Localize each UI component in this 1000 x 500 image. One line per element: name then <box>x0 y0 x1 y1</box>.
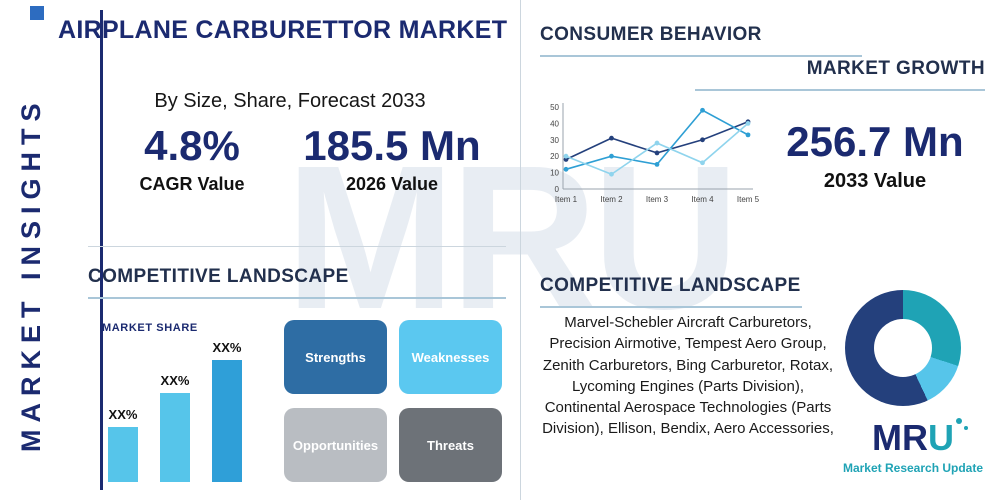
bar <box>160 393 190 482</box>
swot-box-opportunities: Opportunities <box>284 408 387 482</box>
series-mid-blue-marker <box>700 107 705 113</box>
bar <box>212 360 242 482</box>
series-light-cyan-marker <box>700 160 705 166</box>
donut-hole <box>874 319 932 377</box>
companies-list: Marvel-Schebler Aircraft Carburetors, Pr… <box>542 314 834 438</box>
swot-box-threats: Threats <box>399 408 502 482</box>
y-tick-label: 20 <box>550 152 559 161</box>
logo-subtext: Market Research Update <box>842 461 984 475</box>
series-mid-blue-line <box>565 109 749 171</box>
series-light-cyan-marker <box>745 121 751 126</box>
value-2026: 185.5 Mn <box>303 122 481 169</box>
logo-letter-r: R <box>902 417 928 458</box>
bar-item: XX% <box>212 340 242 482</box>
market-growth-line-chart: 0 10 20 30 40 50 Item 1 Item 2 Item 3 Item 4 Item … <box>550 103 760 204</box>
cagr-label: CAGR Value <box>139 174 245 195</box>
x-tick-label: Item 5 <box>737 195 760 204</box>
page-title: AIRPLANE CARBURETTOR MARKET <box>58 16 508 44</box>
section-heading-consumer-behavior: CONSUMER BEHAVIOR <box>540 24 862 57</box>
x-tick-label: Item 2 <box>600 195 623 204</box>
section-heading-competitive-landscape-left: COMPETITIVE LANDSCAPE <box>88 266 506 299</box>
stat-2033-value: 256.7 Mn 2033 Value <box>764 118 986 193</box>
bar-value-label: XX% <box>212 340 242 355</box>
bar-item: XX% <box>160 373 190 482</box>
stat-cagr: 4.8% CAGR Value <box>112 122 272 195</box>
companies-donut-chart <box>845 290 961 406</box>
series-dark-navy-marker <box>609 135 614 141</box>
stat-2026-value: 185.5 Mn 2026 Value <box>292 122 492 195</box>
series-dark-navy-marker <box>563 157 569 162</box>
y-tick-label: 40 <box>550 119 559 128</box>
series-light-cyan-marker <box>563 153 569 159</box>
value-2033: 256.7 Mn <box>786 118 964 165</box>
series-mid-blue-marker <box>563 166 569 172</box>
logo-dot-icon <box>956 418 962 424</box>
logo-text: MRU <box>872 417 968 458</box>
bar-value-label: XX% <box>160 373 190 388</box>
x-tick-label: Item 1 <box>555 195 578 204</box>
bar <box>108 427 138 482</box>
logo-letter-u: U <box>928 417 954 458</box>
series-light-cyan-marker <box>609 171 614 177</box>
bar-item: XX% <box>108 407 138 482</box>
section-heading-competitive-landscape-right: COMPETITIVE LANDSCAPE <box>540 275 802 308</box>
logo-letter-m: M <box>872 417 902 458</box>
cagr-value: 4.8% <box>144 122 240 169</box>
sidebar-vertical-title: MARKET INSIGHTS <box>16 96 46 452</box>
swot-box-weaknesses: Weaknesses <box>399 320 502 394</box>
y-tick-label: 10 <box>550 169 559 178</box>
label-2033: 2033 Value <box>823 170 927 193</box>
sidebar-vertical-line <box>100 10 103 490</box>
left-section-divider <box>88 246 506 247</box>
center-column-divider <box>520 0 521 500</box>
series-light-cyan-marker <box>654 140 660 146</box>
series-dark-navy-marker <box>700 137 705 143</box>
y-tick-label: 0 <box>555 185 560 194</box>
mru-logo: MRU Market Research Update <box>838 417 988 475</box>
bar-value-label: XX% <box>108 407 138 422</box>
series-mid-blue-marker <box>654 162 660 167</box>
x-tick-label: Item 3 <box>646 195 669 204</box>
series-mid-blue-marker <box>609 153 614 159</box>
y-tick-label: 50 <box>550 103 559 112</box>
y-tick-label: 30 <box>550 136 559 145</box>
series-dark-navy-marker <box>654 150 660 156</box>
market-share-title: MARKET SHARE <box>102 322 198 334</box>
watermark-text: MRU <box>285 123 740 352</box>
label-2026: 2026 Value <box>345 174 439 195</box>
market-share-bar-chart: XX% XX% XX% <box>104 340 274 482</box>
logo-dot-icon <box>964 426 968 430</box>
swot-grid: Strengths Weaknesses Opportunities Threats <box>284 320 502 482</box>
x-tick-label: Item 4 <box>691 195 714 204</box>
swot-box-strengths: Strengths <box>284 320 387 394</box>
series-mid-blue-marker <box>745 132 751 138</box>
page-subtitle: By Size, Share, Forecast 2033 <box>154 90 426 112</box>
section-heading-market-growth: MARKET GROWTH <box>695 58 985 91</box>
accent-square <box>30 6 44 20</box>
